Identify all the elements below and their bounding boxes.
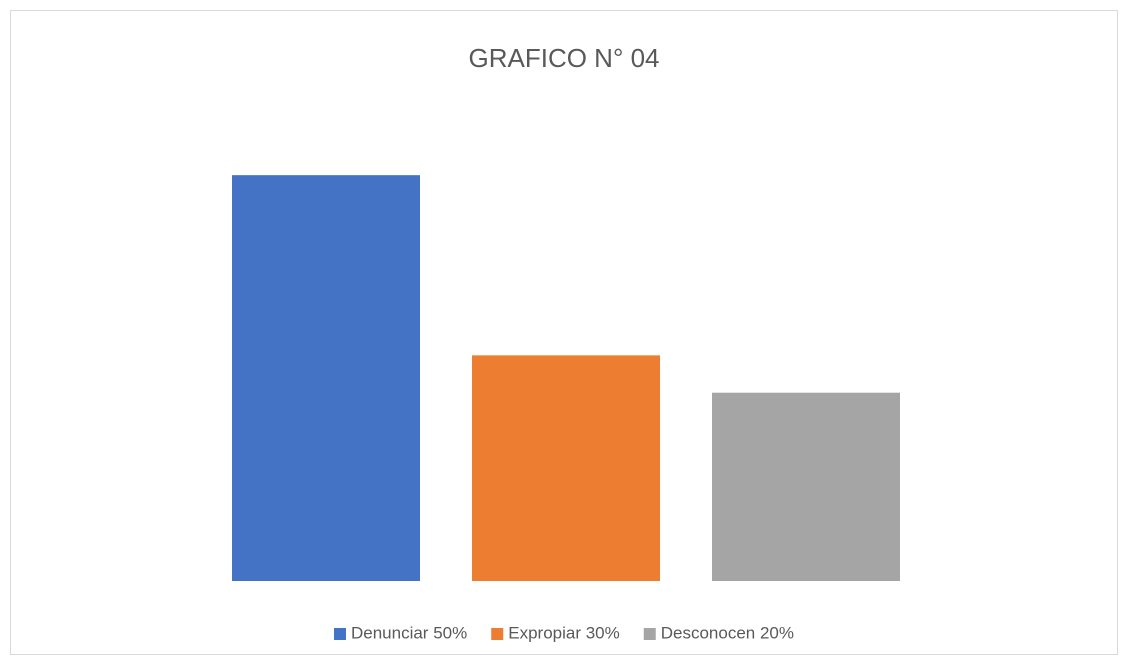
legend-swatch (643, 628, 656, 640)
legend-label: Desconocen 20% (661, 623, 794, 642)
chart-title: GRAFICO N° 04 (469, 43, 660, 73)
bar (472, 355, 660, 581)
legend-swatch (491, 628, 504, 640)
legend-swatch (333, 628, 346, 640)
bar (232, 175, 420, 581)
bar (712, 392, 900, 581)
legend-label: Denunciar 50% (351, 623, 467, 642)
legend-label: Expropiar 30% (508, 623, 620, 642)
